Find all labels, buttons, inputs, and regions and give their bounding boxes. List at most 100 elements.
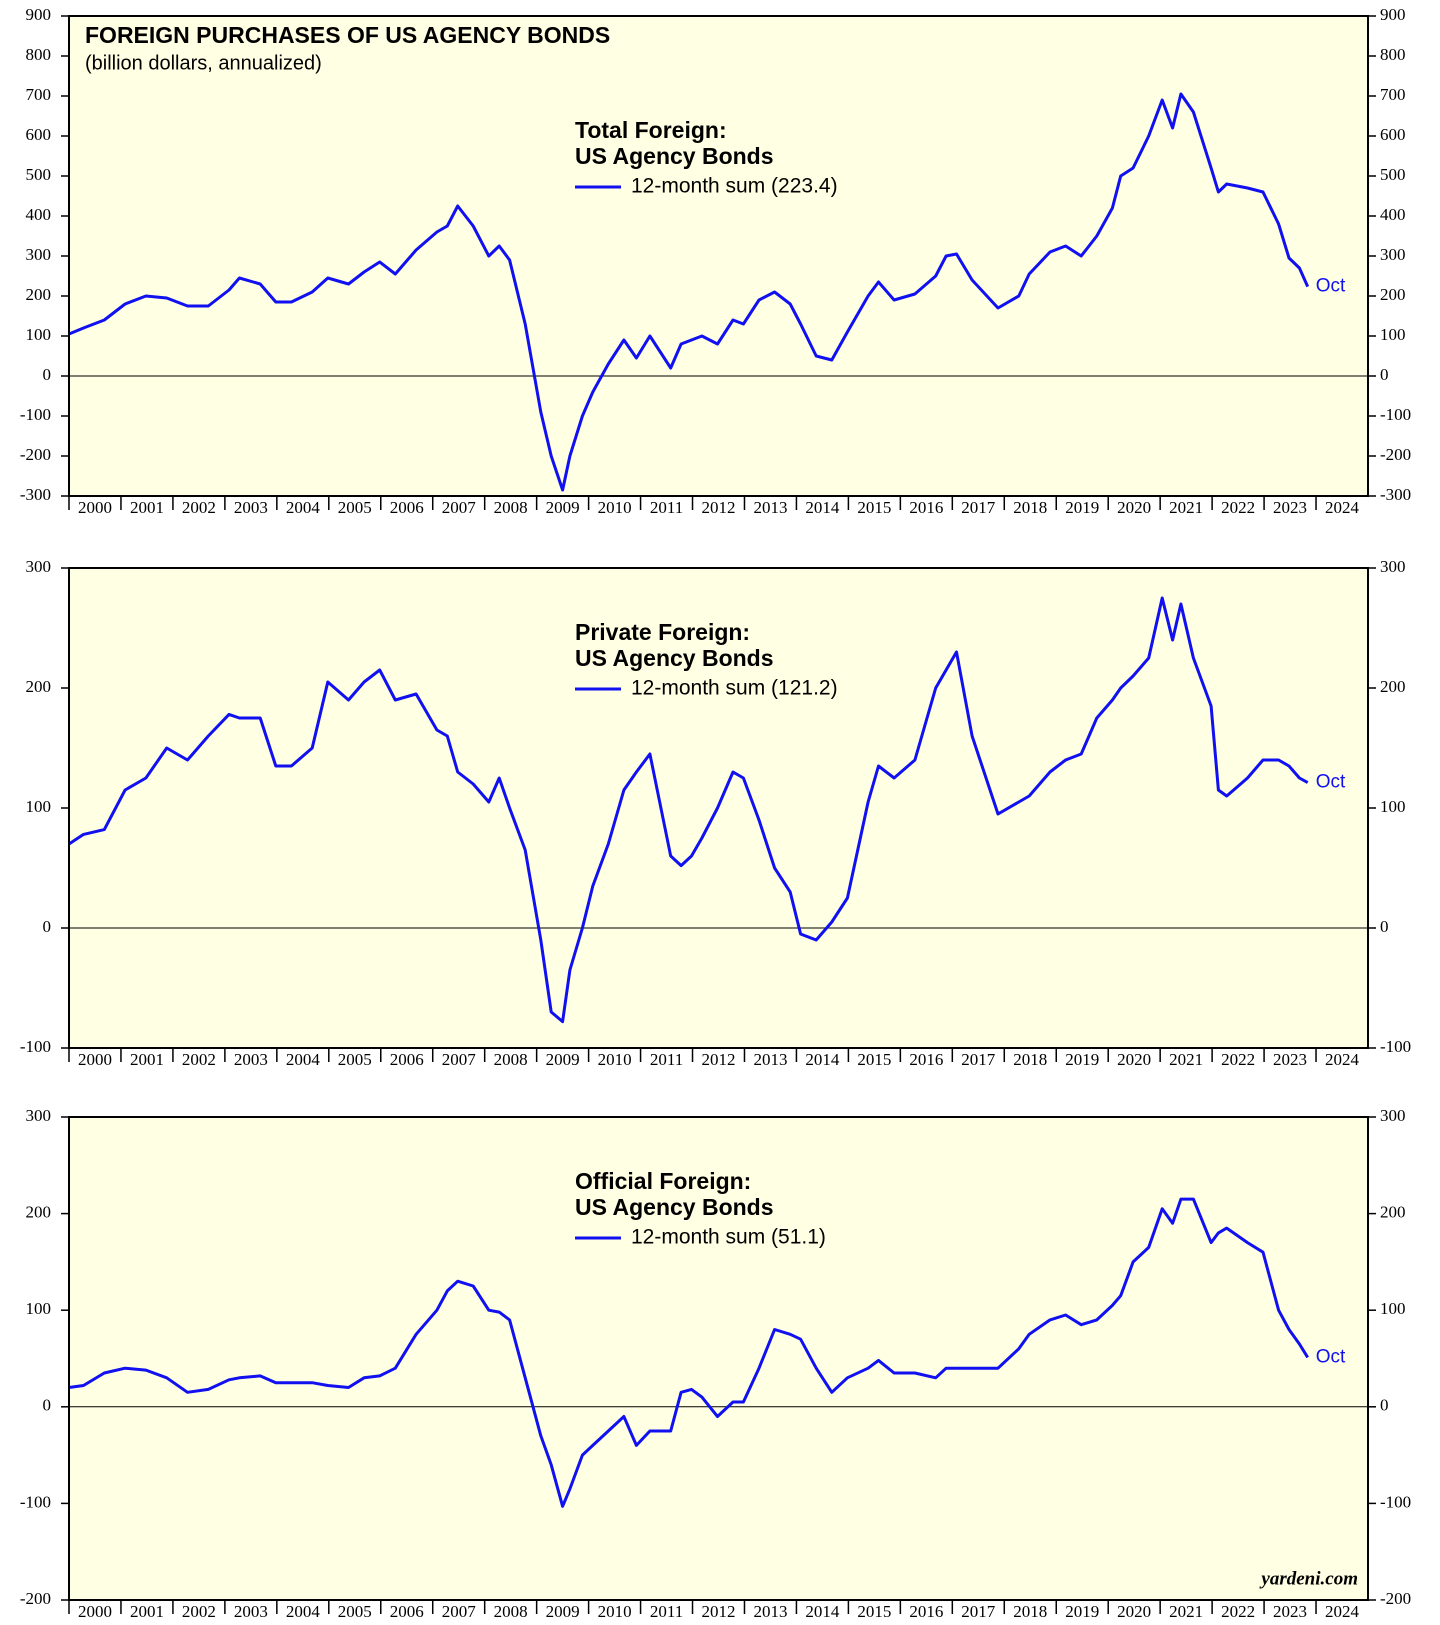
y-tick-label: 400 [26, 205, 52, 224]
x-tick-label: 2011 [650, 1602, 683, 1621]
y-tick-label-right: 100 [1380, 1299, 1406, 1318]
y-tick-label-right: 100 [1380, 797, 1406, 816]
y-tick-label-right: -200 [1380, 445, 1411, 464]
x-tick-label: 2000 [78, 498, 112, 517]
x-tick-label: 2022 [1221, 1050, 1255, 1069]
x-tick-label: 2021 [1169, 498, 1203, 517]
y-tick-label-right: -100 [1380, 1492, 1411, 1511]
y-tick-label-right: 300 [1380, 557, 1406, 576]
x-tick-label: 2020 [1117, 1602, 1151, 1621]
x-tick-label: 2015 [857, 498, 891, 517]
x-tick-label: 2002 [182, 1602, 216, 1621]
legend-label: 12-month sum (51.1) [631, 1226, 826, 1249]
y-tick-label: 300 [26, 1106, 52, 1125]
x-tick-label: 2003 [234, 1602, 268, 1621]
y-tick-label: -100 [20, 405, 51, 424]
y-tick-label: 100 [26, 325, 52, 344]
end-label: Oct [1316, 1346, 1346, 1367]
x-tick-label: 2007 [442, 498, 477, 517]
y-tick-label: 200 [26, 677, 52, 696]
y-tick-label: 0 [43, 917, 52, 936]
x-tick-label: 2021 [1169, 1602, 1203, 1621]
chart-title: FOREIGN PURCHASES OF US AGENCY BONDS [85, 22, 610, 48]
data-line [68, 1197, 1309, 1508]
y-tick-label: -200 [20, 445, 51, 464]
y-tick-label-right: 0 [1380, 917, 1389, 936]
y-tick-label-right: 0 [1380, 365, 1389, 384]
x-tick-label: 2008 [494, 1050, 528, 1069]
y-tick-label-right: 700 [1380, 85, 1406, 104]
data-line [68, 596, 1309, 1024]
x-tick-label: 2007 [442, 1050, 477, 1069]
x-tick-label: 2011 [650, 498, 683, 517]
x-tick-label: 2022 [1221, 1602, 1255, 1621]
y-tick-label-right: -100 [1380, 1037, 1411, 1056]
x-tick-label: 2023 [1273, 498, 1307, 517]
x-tick-label: 2019 [1065, 498, 1099, 517]
y-tick-label: 200 [26, 285, 52, 304]
x-tick-label: 2009 [546, 1602, 580, 1621]
y-tick-label-right: 400 [1380, 205, 1406, 224]
x-tick-label: 2000 [78, 1050, 112, 1069]
panel-heading: US Agency Bonds [575, 143, 774, 169]
x-tick-label: 2007 [442, 1602, 477, 1621]
x-tick-label: 2009 [546, 1050, 580, 1069]
x-tick-label: 2008 [494, 498, 528, 517]
y-tick-label: -100 [20, 1037, 51, 1056]
end-label: Oct [1316, 772, 1346, 793]
x-tick-label: 2013 [753, 1602, 787, 1621]
x-tick-label: 2005 [338, 1602, 372, 1621]
y-tick-label-right: 200 [1380, 285, 1406, 304]
source: yardeni.com [1259, 1568, 1358, 1589]
y-tick-label: 100 [26, 1299, 52, 1318]
y-tick-label-right: 500 [1380, 165, 1406, 184]
panel-heading: US Agency Bonds [575, 1194, 774, 1220]
x-tick-label: 2014 [805, 1050, 840, 1069]
x-tick-label: 2014 [805, 1602, 840, 1621]
x-tick-label: 2024 [1325, 1602, 1360, 1621]
x-tick-label: 2020 [1117, 498, 1151, 517]
x-tick-label: 2020 [1117, 1050, 1151, 1069]
y-tick-label: 200 [26, 1203, 52, 1222]
x-tick-label: 2005 [338, 1050, 372, 1069]
y-tick-label: 600 [26, 125, 52, 144]
x-tick-label: 2015 [857, 1602, 891, 1621]
y-tick-label: 500 [26, 165, 52, 184]
y-tick-label-right: -300 [1380, 485, 1411, 504]
x-tick-label: 2008 [494, 1602, 528, 1621]
x-tick-label: 2006 [390, 498, 424, 517]
x-tick-label: 2001 [130, 1050, 164, 1069]
x-tick-label: 2006 [390, 1602, 424, 1621]
x-tick-label: 2003 [234, 498, 268, 517]
x-tick-label: 2021 [1169, 1050, 1203, 1069]
end-label: Oct [1316, 276, 1346, 297]
x-tick-label: 2010 [598, 1602, 632, 1621]
x-tick-label: 2004 [286, 1050, 321, 1069]
x-tick-label: 2019 [1065, 1050, 1099, 1069]
panel-heading: Total Foreign: [575, 117, 727, 143]
x-tick-label: 2023 [1273, 1602, 1307, 1621]
y-tick-label: 100 [26, 797, 52, 816]
x-tick-label: 2015 [857, 1050, 891, 1069]
y-tick-label-right: 0 [1380, 1396, 1389, 1415]
y-tick-label: -200 [20, 1589, 51, 1608]
x-tick-label: 2017 [961, 1602, 996, 1621]
x-tick-label: 2011 [650, 1050, 683, 1069]
x-tick-label: 2014 [805, 498, 840, 517]
y-tick-label-right: 100 [1380, 325, 1406, 344]
x-tick-label: 2016 [909, 498, 943, 517]
plot-border [68, 567, 1369, 1049]
y-tick-label: 800 [26, 45, 52, 64]
x-tick-label: 2024 [1325, 498, 1360, 517]
x-tick-label: 2018 [1013, 498, 1047, 517]
x-tick-label: 2017 [961, 1050, 996, 1069]
x-tick-label: 2013 [753, 1050, 787, 1069]
x-tick-label: 2001 [130, 498, 164, 517]
panel-heading: Official Foreign: [575, 1168, 751, 1194]
y-tick-label-right: 200 [1380, 1203, 1406, 1222]
x-tick-label: 2000 [78, 1602, 112, 1621]
panel-heading: Private Foreign: [575, 619, 750, 645]
y-tick-label: 300 [26, 557, 52, 576]
x-tick-label: 2001 [130, 1602, 164, 1621]
